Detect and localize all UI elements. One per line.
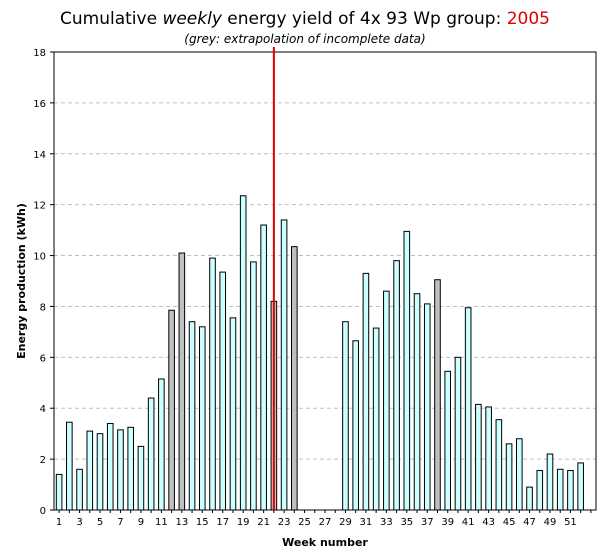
x-tick-label: 23: [278, 517, 291, 528]
bar: [546, 453, 554, 511]
y-tick-label: 2: [40, 455, 46, 466]
bar: [526, 486, 533, 511]
x-tick-label: 35: [400, 517, 413, 528]
x-tick-label: 21: [257, 517, 270, 528]
bar: [362, 272, 370, 511]
x-tick-label: 49: [544, 517, 557, 528]
bar: [280, 219, 288, 511]
bar: [106, 422, 114, 511]
x-tick-label: 19: [237, 517, 250, 528]
y-tick-label: 18: [33, 48, 46, 59]
bar: [198, 326, 206, 511]
bar-extrapolated: [168, 309, 175, 511]
y-tick-label: 12: [33, 201, 46, 212]
bar: [464, 307, 472, 511]
x-tick-label: 41: [462, 517, 475, 528]
x-tick-label: 37: [421, 517, 434, 528]
x-tick-label: 27: [319, 517, 332, 528]
bar: [505, 443, 513, 511]
bar: [86, 430, 94, 511]
bar: [229, 317, 237, 511]
x-tick-label: 29: [339, 517, 352, 528]
title-middle: energy yield of 4x 93 Wp group:: [221, 9, 507, 29]
bar: [475, 403, 482, 511]
bar-extrapolated: [434, 279, 441, 511]
bar: [117, 429, 124, 511]
x-tick-label: 17: [216, 517, 229, 528]
title-year: 2005: [506, 9, 550, 29]
bar: [158, 378, 165, 511]
bar: [147, 397, 155, 511]
y-tick-label: 0: [40, 506, 46, 517]
y-tick-label: 8: [40, 302, 46, 313]
x-tick-label: 3: [76, 517, 82, 528]
bar: [260, 224, 267, 511]
bar: [383, 290, 390, 511]
bar: [219, 271, 227, 511]
x-tick-label: 45: [503, 517, 516, 528]
x-tick-label: 33: [380, 517, 393, 528]
x-tick-label: 43: [482, 517, 495, 528]
bar: [516, 438, 523, 511]
bar: [556, 468, 564, 511]
chart-subtitle: (grey: extrapolation of incomplete data): [184, 32, 426, 46]
bar: [536, 470, 544, 511]
bar: [342, 321, 349, 511]
x-axis-label: Week number: [282, 536, 368, 549]
bar: [352, 340, 359, 511]
bar: [239, 195, 247, 511]
x-axis-ticks: 1 3 5 7 9 11 13 15 17 19 21 23 25 27 29 31 33 35 37 39 41 43 4…: [56, 510, 592, 528]
bar: [444, 370, 452, 511]
x-tick-label: 1: [56, 517, 62, 528]
bar: [495, 419, 503, 511]
y-tick-label: 6: [40, 353, 46, 364]
title-prefix: Cumulative: [60, 9, 163, 29]
bar: [188, 321, 196, 511]
y-tick-label: 16: [33, 99, 46, 110]
plot-area: [53, 51, 597, 511]
bar-extrapolated: [291, 246, 298, 511]
bar: [137, 445, 145, 511]
x-tick-label: 39: [441, 517, 454, 528]
bar: [413, 293, 421, 511]
bar: [76, 468, 83, 511]
y-tick-label: 14: [33, 150, 46, 161]
x-tick-label: 25: [298, 517, 311, 528]
bar: [66, 421, 73, 511]
x-tick-label: 31: [360, 517, 373, 528]
y-tick-label: 10: [33, 252, 46, 263]
x-tick-label: 13: [175, 517, 188, 528]
bar: [577, 462, 584, 511]
bar: [393, 260, 400, 511]
x-tick-label: 15: [196, 517, 209, 528]
y-tick-label: 4: [40, 404, 46, 415]
bar: [96, 433, 104, 511]
title-emphasis: weekly: [162, 9, 222, 29]
bar: [454, 356, 462, 511]
chart-title: Cumulative weekly energy yield of 4x 93 …: [0, 9, 610, 29]
x-tick-label: 11: [155, 517, 168, 528]
y-axis-ticks: 0 2 4 6 8 10 12 14 16 18: [33, 48, 54, 517]
bar: [127, 426, 134, 511]
x-tick-label: 47: [523, 517, 536, 528]
x-tick-label: 7: [117, 517, 123, 528]
bar: [250, 261, 257, 511]
x-tick-label: 9: [138, 517, 144, 528]
y-axis-label: Energy production (kWh): [15, 203, 28, 359]
x-tick-label: 51: [564, 517, 577, 528]
grid-lines: [54, 102, 596, 460]
bar: [423, 303, 431, 511]
bar: [372, 327, 380, 511]
bar: [403, 230, 411, 511]
bar: [567, 470, 574, 511]
bar: [209, 257, 216, 511]
bar: [485, 406, 492, 511]
bar: [55, 473, 63, 511]
bar-extrapolated: [178, 252, 186, 511]
bars: [55, 195, 584, 511]
x-tick-label: 5: [97, 517, 103, 528]
